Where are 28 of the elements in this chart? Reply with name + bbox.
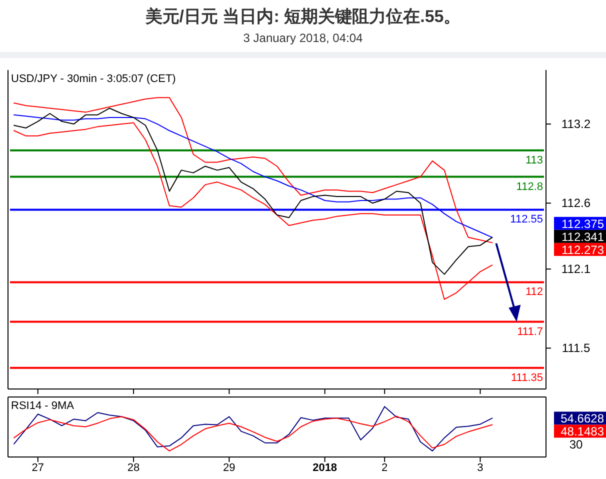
ref-line-label: 112 [525,286,543,298]
y-tick-label: 112.6 [561,196,591,210]
y-tick-label: 111.5 [562,341,590,356]
line-series [13,97,493,244]
ref-line-label: 112.8 [516,180,543,193]
x-tick-label: 2 [382,462,388,474]
legend-label: 112.55 [510,214,543,226]
x-tick-label: 3 [477,462,484,474]
chart-title: 美元/日元 当日内: 短期关键阻力位在.55。 [144,7,461,26]
ref-line-label: 111.7 [517,326,543,338]
text: 54.6628 [560,412,604,426]
text: 112.273 [562,242,604,257]
y-tick-label: 112.1 [561,262,591,276]
text: 48.1483 [560,424,604,439]
annotation: USD/JPY - 30min - 3:05:07 (CET) [11,73,176,85]
line-series [13,108,493,275]
text: 112.341 [562,230,604,244]
x-tick-label: 2018 [312,462,338,474]
x-tick-label: 28 [127,462,140,474]
text: 112.375 [562,216,604,231]
annotation: RSI14 - 9MA [11,400,75,412]
text: 30 [569,438,583,452]
ref-line-label: 111.35 [510,372,543,384]
chart-subtitle: 3 January 2018, 04:04 [243,31,364,45]
x-tick-label: 27 [32,462,44,474]
y-tick-label: 113.2 [561,117,591,132]
x-tick-label: 29 [223,462,236,474]
ref-line-label: 113 [525,154,543,166]
